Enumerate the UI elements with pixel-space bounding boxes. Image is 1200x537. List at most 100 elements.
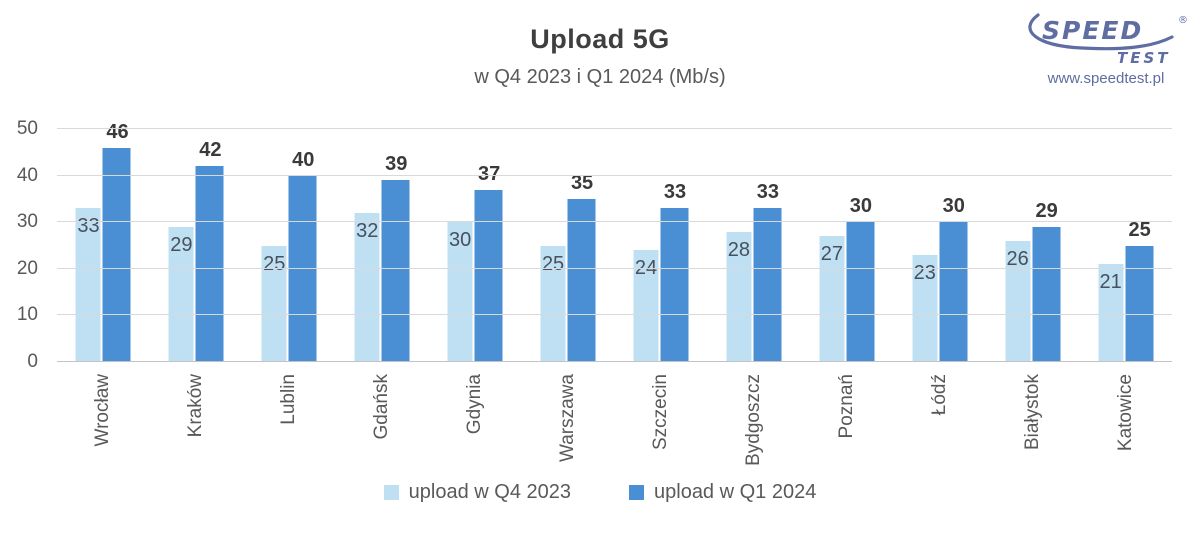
bar-pair [540,198,596,362]
gridline [57,128,1172,129]
gridline [57,267,1172,269]
chart-subtitle: w Q4 2023 i Q1 2024 (Mb/s) [474,66,726,88]
x-axis-category-label: Szczecin [649,374,671,451]
x-axis-line [57,361,1172,362]
speedtest-url: www.speedtest.pl [1047,70,1165,87]
gridline [57,174,1172,176]
bar-upload-q1-2024 [381,180,410,362]
x-axis-category-label: Wrocław [92,374,114,447]
bar-upload-q1-2024 [939,222,968,362]
y-axis-tick-label: 0 [27,351,38,372]
y-axis-tick-label: 10 [16,304,38,326]
bar-value-label-q4: 23 [913,261,936,284]
bar-value-label-q4: 27 [820,243,843,266]
bar-upload-q1-2024 [567,198,596,362]
logo-test-text: TEST [1117,49,1171,67]
bar-groups: 33 46 Wrocław 29 42 Kraków 25 40 Lublin 32 39 Gdańs… [57,121,1172,466]
bar-upload-q1-2024 [102,147,131,362]
registered-mark-icon: ® [1178,15,1188,26]
bar-pair [819,222,875,362]
bar-value-label-q1: 33 [663,181,687,204]
chart-title: Upload 5G [530,24,670,54]
bar-upload-q4-2023 [912,254,938,362]
y-axis: 0 10 20 30 40 50 [0,118,46,372]
y-axis-tick-label: 50 [16,118,38,139]
bar-pair [354,180,410,362]
bar-value-label-q1: 30 [942,195,965,218]
legend-label-q4-2023: upload w Q4 2023 [408,481,571,503]
x-axis-category-label: Gdynia [464,374,486,435]
x-axis-category-label: Gdańsk [371,374,393,440]
bar-upload-q4-2023 [1005,240,1031,362]
bar-upload-q1-2024 [195,166,224,362]
bar-group: 26 29 Białystok [986,129,1079,450]
bar-group: 21 25 Katowice [1079,129,1172,451]
bar-value-label-q4: 26 [1006,247,1029,270]
bar-pair [168,166,224,362]
bar-value-label-q1: 33 [756,181,780,204]
y-axis-tick-label: 30 [16,211,38,233]
bar-pair [912,222,968,362]
speedtest-logo: SPEED ® TEST www.speedtest.pl [1020,10,1192,100]
legend-swatch-q1-2024-icon [629,485,644,500]
plot-area: 33 46 Wrocław 29 42 Kraków 25 40 Lublin 32 39 Gdańs… [57,121,1172,466]
bar-value-label-q1: 35 [570,171,594,194]
x-axis-category-label: Kraków [185,374,207,438]
bar-group: 29 42 Kraków [150,129,243,437]
legend: upload w Q4 2023 upload w Q1 2024 [0,481,1200,504]
bar-value-label-q1: 40 [292,148,315,171]
x-axis-category-label: Lublin [278,374,300,425]
bar-upload-q4-2023 [75,208,101,362]
bar-group: 28 33 Bydgoszcz [707,129,800,466]
legend-label-q1-2024: upload w Q1 2024 [654,481,817,503]
legend-swatch-q4-2023-icon [383,485,399,500]
bar-upload-q1-2024 [1125,245,1154,362]
bar-value-label-q4: 33 [77,215,100,238]
x-axis-category-label: Białystok [1021,374,1043,451]
bar-pair [1005,226,1061,362]
speedtest-logo-graphic: SPEED ® TEST [1028,13,1188,67]
bar-pair [633,208,689,362]
bar-group: 25 40 Lublin [243,129,336,425]
x-axis-category-label: Katowice [1114,374,1136,452]
gridline [57,221,1172,223]
bar-value-label-q1: 46 [106,120,129,143]
bar-value-label-q1: 39 [385,153,408,176]
bar-value-label-q1: 30 [849,195,872,218]
bar-upload-q1-2024 [753,208,782,362]
bar-value-label-q4: 28 [727,238,751,261]
y-axis-tick-label: 40 [16,164,38,186]
bar-value-label-q1: 37 [478,162,501,185]
bar-upload-q4-2023 [354,212,380,362]
legend-item-q4-2023: upload w Q4 2023 [383,481,571,504]
bar-pair [447,189,503,362]
legend-item-q1-2024: upload w Q1 2024 [629,481,816,504]
bar-upload-q4-2023 [261,245,287,362]
bar-group: 32 39 Gdańsk [336,129,429,439]
bar-value-label-q4: 29 [170,233,193,256]
x-axis-category-label: Warszawa [557,374,579,462]
bar-pair [75,147,131,362]
bar-value-label-q4: 21 [1099,271,1122,294]
gridline [57,314,1172,316]
bar-group: 24 33 Szczecin [615,129,708,450]
y-axis-tick-label: 20 [16,257,38,279]
bar-value-label-q1: 42 [199,139,222,162]
bar-group: 27 30 Poznań [800,129,893,438]
bar-value-label-q4: 25 [541,252,565,275]
bar-upload-q4-2023 [540,245,566,362]
bar-upload-q1-2024 [660,208,689,362]
bar-value-label-q4: 30 [449,229,472,252]
bar-upload-q4-2023 [726,231,752,362]
logo-speed-text: SPEED [1042,16,1143,45]
bar-group: 25 35 Warszawa [522,129,615,462]
bar-upload-q1-2024 [474,189,503,362]
bar-value-label-q1: 25 [1128,218,1151,241]
bar-pair [726,208,782,362]
bar-upload-q4-2023 [447,222,473,362]
bar-upload-q1-2024 [846,222,875,362]
x-axis-category-label: Poznań [835,374,857,439]
bar-upload-q4-2023 [1098,264,1124,362]
bar-upload-q4-2023 [168,226,194,362]
